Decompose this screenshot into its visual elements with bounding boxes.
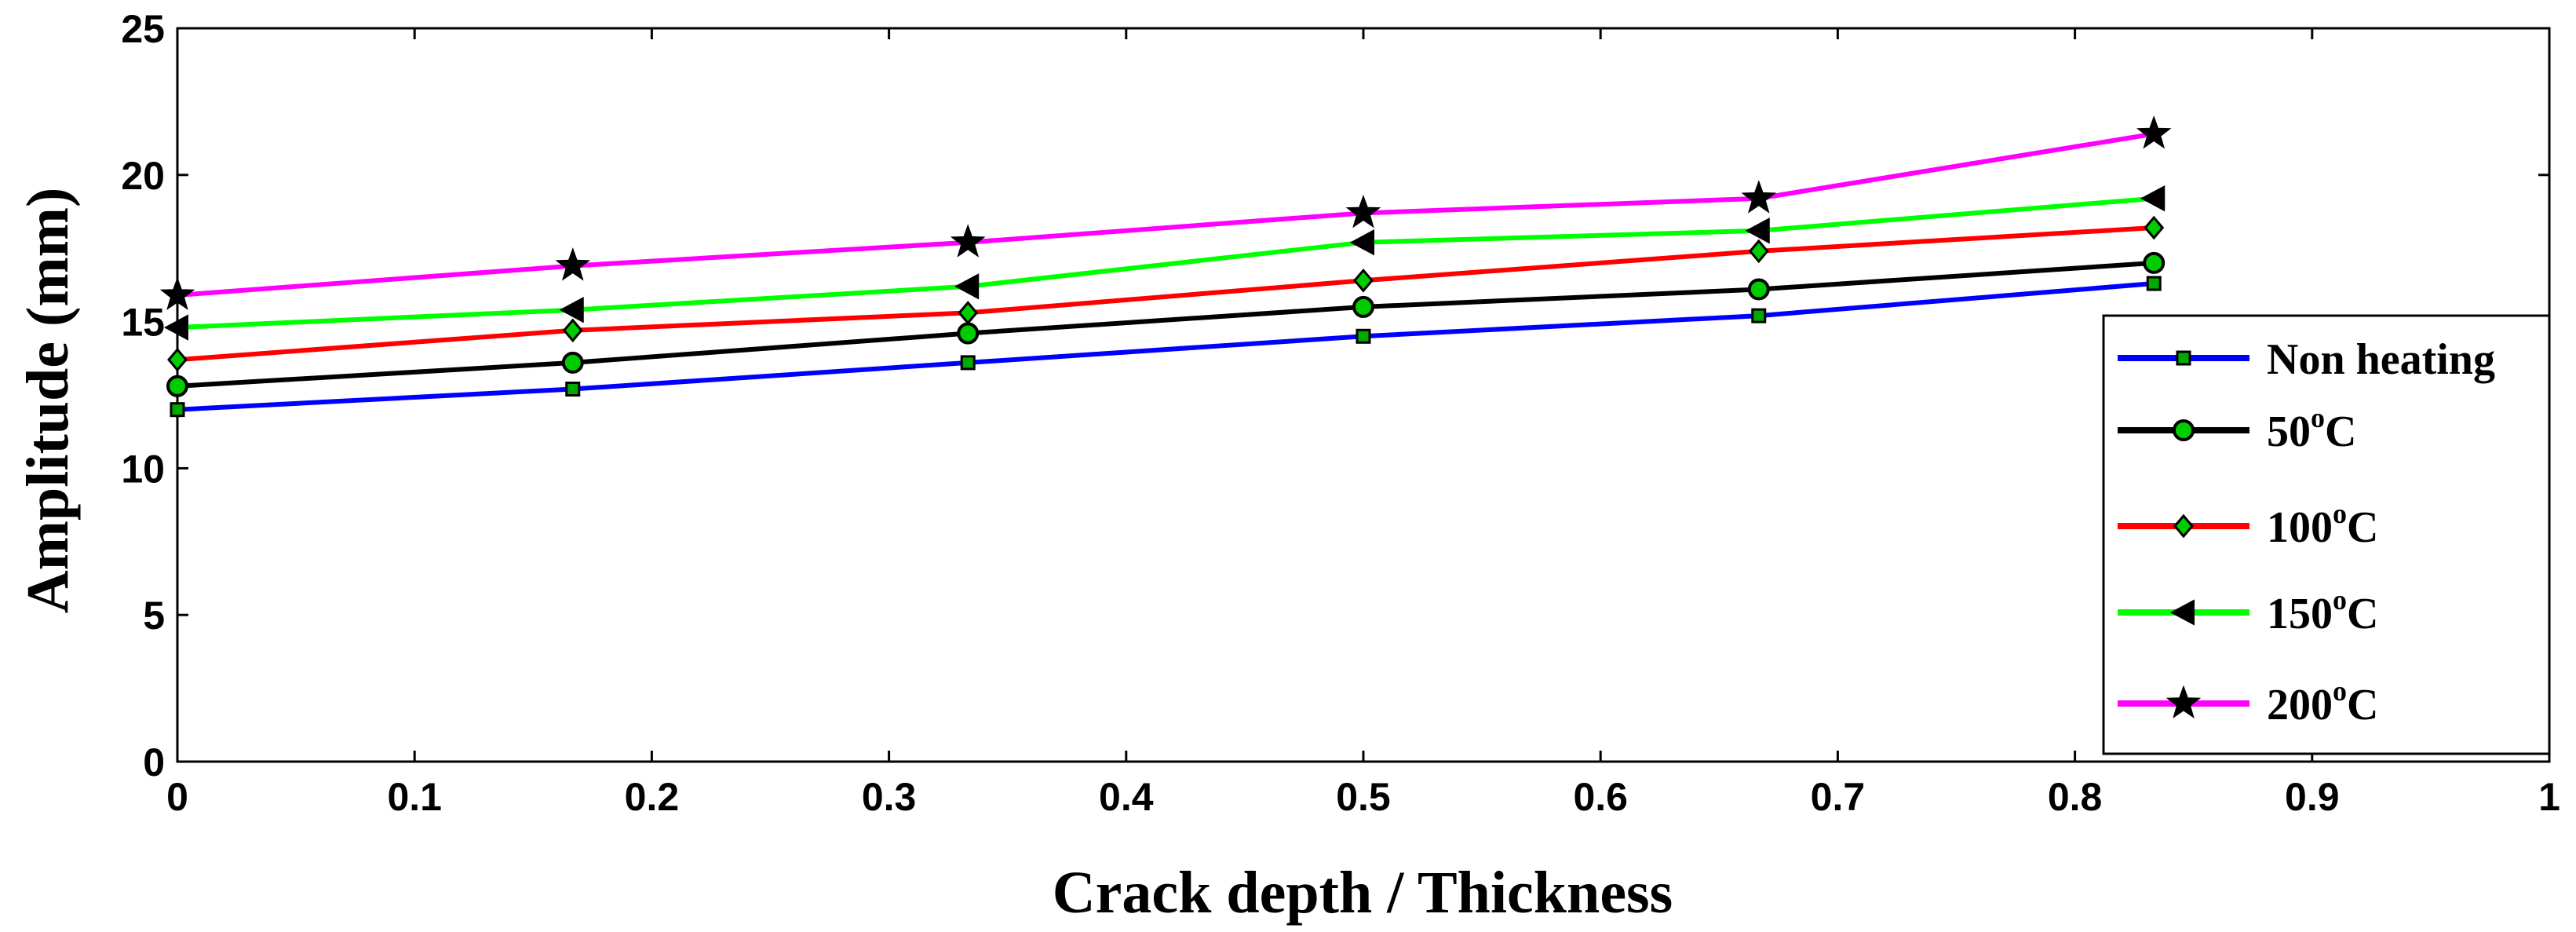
data-point — [166, 375, 188, 397]
legend-box — [2102, 314, 2551, 755]
y-tick-label: 25 — [121, 7, 165, 51]
degree-symbol: o — [2311, 402, 2325, 433]
data-point — [954, 273, 980, 300]
legend-unit: C — [2347, 503, 2378, 552]
data-point — [2173, 419, 2195, 441]
x-tick-label: 0.8 — [2048, 775, 2103, 819]
data-point — [2136, 115, 2172, 149]
data-point — [1353, 268, 1374, 293]
data-point — [159, 276, 195, 310]
data-point — [565, 382, 581, 397]
data-point — [2176, 350, 2191, 366]
legend-label: 100oC — [2267, 498, 2378, 552]
y-tick-label: 10 — [121, 447, 165, 491]
data-point — [957, 322, 980, 345]
y-axis-title: Amplitude (mm) — [15, 188, 81, 614]
data-point — [2146, 276, 2162, 291]
degree-symbol: o — [2333, 675, 2347, 707]
data-point — [1352, 295, 1374, 318]
x-tick-label: 0.7 — [1811, 775, 1866, 819]
legend-value: 200 — [2267, 681, 2333, 729]
data-point — [2140, 185, 2166, 212]
data-point — [1747, 278, 1770, 301]
labels-layer: Crack depth / Thickness Amplitude (mm) 0… — [15, 7, 2560, 926]
data-point — [2143, 251, 2166, 274]
x-tick-label: 0.1 — [387, 775, 442, 819]
x-tick-label: 1 — [2538, 775, 2560, 819]
series-200 — [159, 115, 2172, 310]
data-point — [958, 301, 979, 325]
y-tick-label: 5 — [143, 594, 165, 638]
y-tick-label: 20 — [121, 154, 165, 198]
x-tick-label: 0.2 — [625, 775, 680, 819]
legend-item: 50oC — [2118, 402, 2356, 456]
legend-unit: C — [2347, 590, 2378, 638]
series-line — [177, 281, 2155, 412]
degree-symbol: o — [2333, 498, 2347, 529]
data-point — [2144, 215, 2165, 240]
series-line — [177, 131, 2155, 298]
legend-item: 200oC — [2118, 675, 2378, 729]
legend-label: 150oC — [2267, 584, 2378, 638]
x-tick-label: 0.3 — [862, 775, 917, 819]
data-point — [561, 351, 584, 374]
data-point — [1748, 239, 1769, 264]
data-point — [2169, 599, 2195, 626]
data-point — [1349, 229, 1374, 256]
legend-unit: C — [2325, 408, 2356, 456]
data-point — [1741, 180, 1777, 214]
x-tick-label: 0.5 — [1336, 775, 1391, 819]
data-point — [1745, 217, 1770, 244]
series-layer — [159, 115, 2172, 418]
y-tick-label: 15 — [121, 301, 165, 345]
data-point — [559, 296, 584, 323]
data-point — [2166, 685, 2202, 718]
data-point — [167, 347, 188, 372]
series-100 — [167, 215, 2165, 372]
series-line — [177, 225, 2155, 363]
series-line — [177, 196, 2155, 331]
data-point — [562, 318, 583, 343]
data-point — [555, 247, 591, 281]
series-50 — [166, 251, 2166, 397]
legend-unit: C — [2347, 681, 2378, 729]
legend-label: 200oC — [2267, 675, 2378, 729]
legend-label: Non heating — [2267, 335, 2495, 384]
x-tick-label: 0.9 — [2285, 775, 2340, 819]
legend-item: 150oC — [2118, 584, 2378, 638]
data-point — [1751, 308, 1767, 323]
data-point — [170, 402, 185, 418]
x-tick-label: 0 — [166, 775, 188, 819]
series-line — [177, 260, 2155, 389]
legend-item: 100oC — [2118, 498, 2378, 552]
legend-item: Non heating — [2118, 335, 2495, 384]
legend-value: 50 — [2267, 408, 2311, 456]
data-point — [1345, 194, 1381, 228]
data-point — [2173, 514, 2194, 539]
legend-value: 150 — [2267, 590, 2333, 638]
data-point — [163, 314, 188, 341]
y-tick-label: 0 — [143, 740, 165, 784]
series-150 — [163, 185, 2166, 341]
data-point — [1356, 328, 1371, 344]
degree-symbol: o — [2333, 584, 2347, 616]
x-axis-title: Crack depth / Thickness — [1053, 860, 1673, 926]
data-point — [960, 355, 976, 371]
data-point — [950, 224, 986, 258]
x-tick-label: 0.6 — [1573, 775, 1628, 819]
legend-label: 50oC — [2267, 402, 2356, 456]
legend-value: 100 — [2267, 503, 2333, 552]
x-tick-label: 0.4 — [1099, 775, 1154, 819]
series-non-heating — [170, 276, 2162, 418]
